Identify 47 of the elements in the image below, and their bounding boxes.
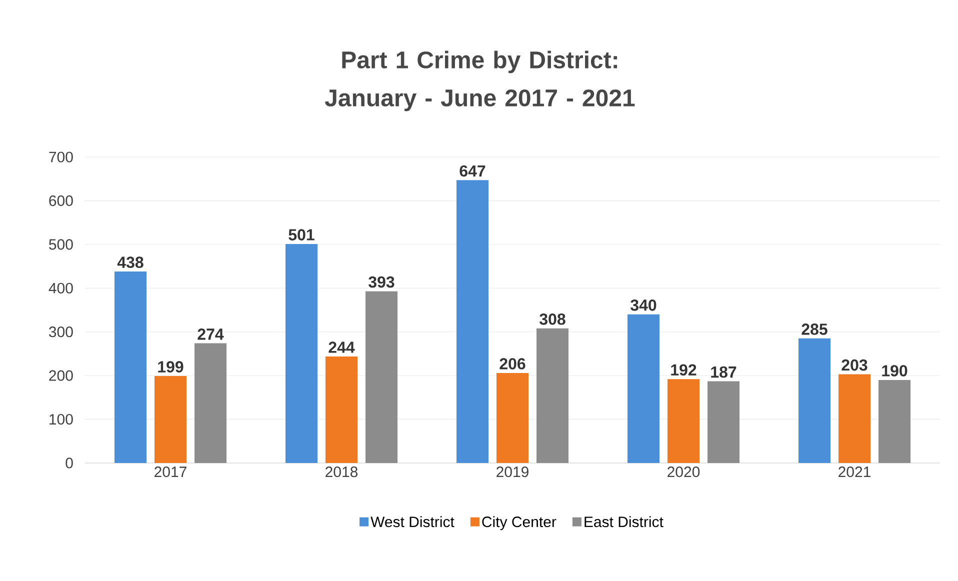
data-label: 203 bbox=[842, 359, 868, 371]
data-label: 190 bbox=[882, 365, 908, 376]
bar bbox=[286, 244, 318, 463]
bar bbox=[628, 314, 660, 463]
bar bbox=[326, 356, 358, 463]
legend-label: City Center bbox=[482, 516, 556, 530]
bar bbox=[668, 379, 700, 463]
x-tick-label: 2020 bbox=[668, 466, 700, 478]
x-tick-label: 2018 bbox=[326, 466, 358, 478]
x-tick-label: 2021 bbox=[838, 466, 870, 478]
y-tick-label: 100 bbox=[50, 414, 73, 425]
data-label: 244 bbox=[328, 342, 355, 353]
data-label: 647 bbox=[460, 165, 486, 177]
y-tick-label: 300 bbox=[49, 326, 73, 338]
data-label: 438 bbox=[117, 256, 144, 268]
bar bbox=[536, 328, 569, 463]
y-tick-label: 200 bbox=[49, 370, 73, 381]
data-label: 274 bbox=[198, 328, 224, 340]
y-tick-label: 600 bbox=[49, 195, 73, 206]
legend-label: West District bbox=[370, 516, 454, 528]
data-label: 308 bbox=[540, 313, 566, 325]
y-tick-label: 500 bbox=[49, 239, 73, 250]
bar bbox=[366, 291, 398, 463]
bar bbox=[456, 180, 489, 463]
data-label: 199 bbox=[158, 361, 184, 372]
x-tick-label: 2019 bbox=[496, 466, 528, 478]
chart-title: Part 1 Crime by District: January - June 2017 - 2021 bbox=[324, 50, 635, 112]
y-tick-label: 700 bbox=[49, 152, 73, 162]
bar bbox=[878, 380, 911, 463]
bar bbox=[114, 272, 146, 463]
data-label: 285 bbox=[802, 324, 828, 335]
data-label: 187 bbox=[711, 366, 736, 378]
bar bbox=[798, 338, 831, 463]
data-label: 192 bbox=[671, 364, 696, 376]
bar bbox=[154, 376, 186, 463]
bar bbox=[496, 372, 529, 463]
data-label: 340 bbox=[630, 299, 656, 311]
data-label: 393 bbox=[368, 276, 394, 288]
bar bbox=[838, 374, 871, 463]
data-label: 501 bbox=[288, 229, 314, 240]
bar bbox=[708, 381, 740, 463]
bar bbox=[194, 343, 227, 463]
data-label: 206 bbox=[500, 358, 526, 370]
y-tick-label: 400 bbox=[48, 282, 73, 294]
x-tick-label: 2017 bbox=[154, 466, 186, 478]
y-tick-label: 0 bbox=[66, 458, 73, 468]
legend-label: East District bbox=[584, 516, 664, 528]
